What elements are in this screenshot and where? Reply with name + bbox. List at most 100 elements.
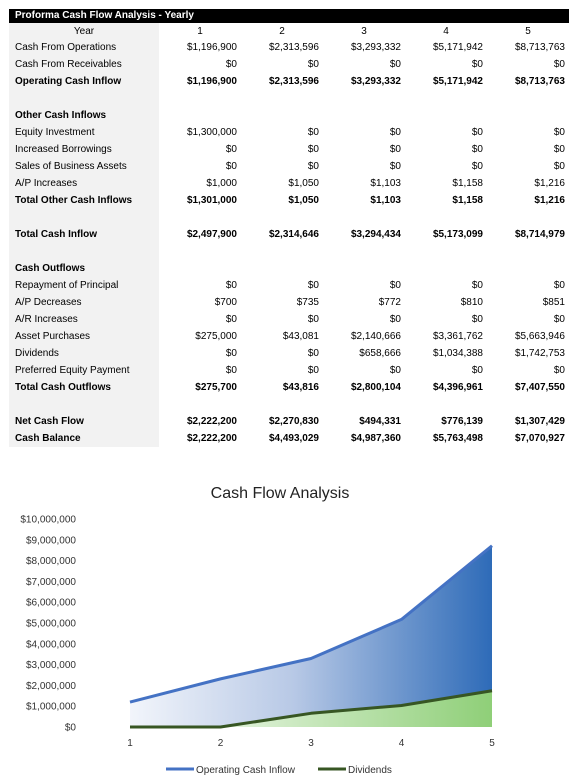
cell-value: $1,158 (405, 175, 487, 192)
row-label: Other Cash Inflows (9, 107, 159, 124)
row-label (9, 90, 159, 107)
cell-value (405, 396, 487, 413)
row-label: Increased Borrowings (9, 141, 159, 158)
cell-value (487, 243, 569, 260)
cell-value: $0 (405, 158, 487, 175)
row-label: Preferred Equity Payment (9, 362, 159, 379)
cell-value: $1,196,900 (159, 73, 241, 90)
cell-value: $0 (159, 141, 241, 158)
row-label: Repayment of Principal (9, 277, 159, 294)
cell-value (405, 107, 487, 124)
cell-value: $0 (159, 362, 241, 379)
cell-value: $7,407,550 (487, 379, 569, 396)
cell-value: $7,070,927 (487, 430, 569, 447)
cell-value: $3,293,332 (323, 39, 405, 56)
legend-label: Dividends (348, 765, 392, 776)
cell-value: $2,270,830 (241, 413, 323, 430)
cell-value: $1,050 (241, 175, 323, 192)
row-label: Asset Purchases (9, 328, 159, 345)
cell-value: $0 (487, 311, 569, 328)
cell-value (241, 209, 323, 226)
cell-value (241, 107, 323, 124)
cell-value: $5,173,099 (405, 226, 487, 243)
cell-value (323, 243, 405, 260)
cell-value: $0 (241, 277, 323, 294)
table-row: Total Cash Inflow$2,497,900$2,314,646$3,… (9, 226, 569, 243)
table-row: Cash Balance$2,222,200$4,493,029$4,987,3… (9, 430, 569, 447)
x-tick-label: 4 (399, 738, 405, 749)
y-tick-label: $10,000,000 (20, 515, 76, 526)
cell-value: $0 (159, 345, 241, 362)
x-tick-label: 1 (127, 738, 133, 749)
cell-value: $0 (241, 56, 323, 73)
cell-value (241, 260, 323, 277)
legend-label: Operating Cash Inflow (196, 765, 296, 776)
cell-value (405, 243, 487, 260)
cell-value: $0 (487, 56, 569, 73)
cell-value: $735 (241, 294, 323, 311)
table-row: A/R Increases$0$0$0$0$0 (9, 311, 569, 328)
year-header-5: 5 (487, 23, 569, 39)
cell-value: $0 (487, 362, 569, 379)
x-tick-label: 5 (489, 738, 495, 749)
x-tick-label: 3 (308, 738, 314, 749)
cell-value: $0 (241, 141, 323, 158)
table-row (9, 243, 569, 260)
row-label: A/P Decreases (9, 294, 159, 311)
row-label: Cash From Receivables (9, 56, 159, 73)
cell-value: $0 (405, 56, 487, 73)
row-label: Cash From Operations (9, 39, 159, 56)
cell-value: $2,313,596 (241, 39, 323, 56)
cell-value: $0 (405, 277, 487, 294)
table-row: A/P Decreases$700$735$772$810$851 (9, 294, 569, 311)
table-row: Operating Cash Inflow$1,196,900$2,313,59… (9, 73, 569, 90)
row-label: Net Cash Flow (9, 413, 159, 430)
table-row: Other Cash Inflows (9, 107, 569, 124)
cell-value: $1,050 (241, 192, 323, 209)
cell-value: $0 (241, 362, 323, 379)
cell-value: $2,140,666 (323, 328, 405, 345)
y-tick-label: $9,000,000 (26, 535, 76, 546)
row-label (9, 243, 159, 260)
row-label: A/R Increases (9, 311, 159, 328)
table-row: Equity Investment$1,300,000$0$0$0$0 (9, 124, 569, 141)
year-header-label: Year (9, 23, 159, 39)
cell-value: $1,216 (487, 192, 569, 209)
cell-value: $0 (241, 311, 323, 328)
cell-value: $43,816 (241, 379, 323, 396)
cell-value: $772 (323, 294, 405, 311)
year-header-2: 2 (241, 23, 323, 39)
cell-value: $2,314,646 (241, 226, 323, 243)
cell-value: $0 (487, 124, 569, 141)
table-row (9, 209, 569, 226)
row-label (9, 396, 159, 413)
cell-value: $0 (241, 124, 323, 141)
cell-value: $658,666 (323, 345, 405, 362)
table-row: Total Other Cash Inflows$1,301,000$1,050… (9, 192, 569, 209)
cell-value (159, 260, 241, 277)
cell-value: $0 (241, 158, 323, 175)
cell-value: $5,171,942 (405, 39, 487, 56)
cell-value (159, 209, 241, 226)
cell-value: $1,216 (487, 175, 569, 192)
cell-value: $0 (323, 311, 405, 328)
cell-value: $275,700 (159, 379, 241, 396)
cell-value: $5,663,946 (487, 328, 569, 345)
cell-value: $5,171,942 (405, 73, 487, 90)
cell-value: $5,763,498 (405, 430, 487, 447)
table-row: Cash Outflows (9, 260, 569, 277)
cell-value (487, 260, 569, 277)
year-header-3: 3 (323, 23, 405, 39)
cell-value: $0 (159, 158, 241, 175)
cell-value: $0 (405, 311, 487, 328)
cell-value (159, 243, 241, 260)
cell-value: $810 (405, 294, 487, 311)
cell-value (405, 90, 487, 107)
cell-value: $0 (159, 277, 241, 294)
row-label: Sales of Business Assets (9, 158, 159, 175)
cell-value: $1,307,429 (487, 413, 569, 430)
table-row: Increased Borrowings$0$0$0$0$0 (9, 141, 569, 158)
cell-value: $8,713,763 (487, 73, 569, 90)
table-row (9, 90, 569, 107)
